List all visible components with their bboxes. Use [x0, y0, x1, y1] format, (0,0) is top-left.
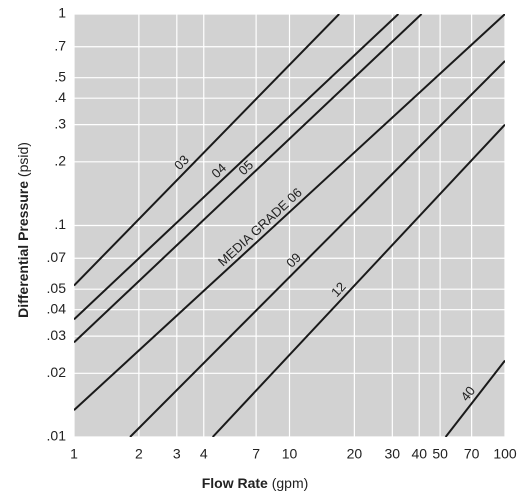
x-tick-label: 50	[432, 446, 448, 462]
series-line	[74, 14, 505, 411]
y-label: Differential Pressure	[15, 181, 31, 318]
x-tick-label: 100	[493, 446, 517, 462]
x-tick-label: 70	[464, 446, 480, 462]
y-tick-label: .04	[47, 300, 67, 316]
y-tick-label: .05	[47, 280, 67, 296]
x-tick-label: 4	[200, 446, 208, 462]
series-line	[74, 14, 400, 321]
y-tick-label: .5	[54, 68, 66, 84]
y-tick-label: .03	[47, 327, 67, 343]
lines	[74, 14, 505, 437]
y-tick-label: .3	[54, 115, 66, 131]
y-tick-label: .4	[54, 89, 66, 105]
grid	[73, 13, 506, 438]
x-label-unit: (gpm)	[272, 475, 309, 491]
series-line	[74, 14, 340, 287]
series-line	[444, 359, 505, 437]
y-tick-label: .1	[54, 216, 66, 232]
x-axis-title: Flow Rate (gpm)	[202, 475, 309, 491]
series-line	[74, 14, 423, 344]
x-tick-label: 40	[411, 446, 427, 462]
x-tick-label: 3	[173, 446, 181, 462]
x-tick-label: 2	[135, 446, 143, 462]
y-tick-label: .02	[47, 364, 67, 380]
series-line	[129, 60, 505, 437]
x-label: Flow Rate	[202, 475, 268, 491]
x-tick-label: 20	[347, 446, 363, 462]
y-tick-label: .7	[54, 37, 66, 53]
x-tick-label: 7	[252, 446, 260, 462]
y-tick-label: .07	[47, 249, 67, 265]
y-tick-label: .2	[54, 153, 66, 169]
series-line	[211, 123, 505, 437]
x-tick-label: 1	[70, 446, 78, 462]
y-tick-label: .01	[47, 428, 67, 444]
y-tick-label: 1	[58, 5, 66, 21]
y-axis-title: Differential Pressure (psid)	[15, 142, 31, 318]
y-label-unit: (psid)	[15, 142, 31, 177]
x-tick-label: 10	[282, 446, 298, 462]
x-tick-label: 30	[385, 446, 401, 462]
